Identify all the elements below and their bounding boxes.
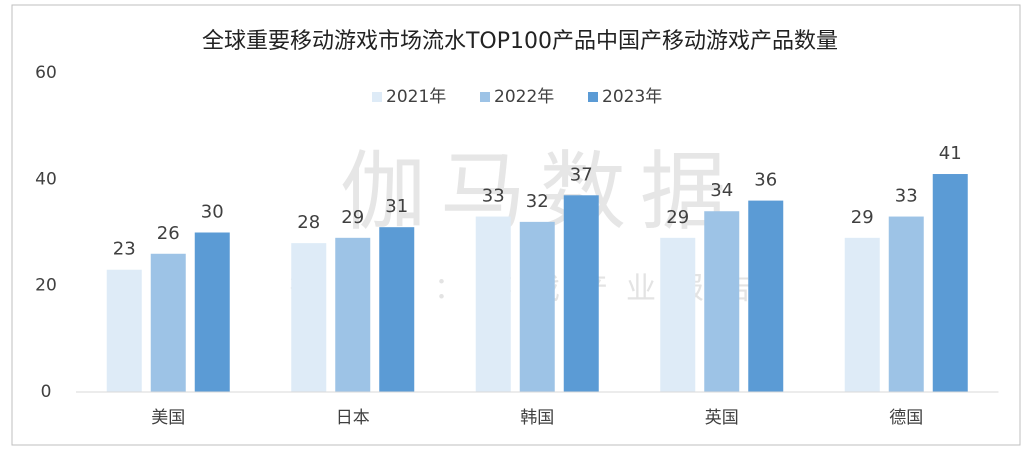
bar bbox=[291, 243, 327, 392]
chart-title: 全球重要移动游戏市场流水TOP100产品中国产移动游戏产品数量 bbox=[202, 29, 838, 54]
legend-label: 2021年 bbox=[386, 87, 446, 107]
x-tick-label: 韩国 bbox=[520, 408, 554, 428]
value-label: 34 bbox=[710, 180, 733, 201]
bar bbox=[704, 211, 740, 392]
y-tick-label: 0 bbox=[41, 382, 52, 402]
legend: 2021年 2022年 2023年 bbox=[372, 87, 662, 107]
value-label: 30 bbox=[201, 202, 224, 223]
x-tick-label: 美国 bbox=[151, 408, 185, 428]
value-label: 41 bbox=[939, 143, 962, 164]
value-label: 37 bbox=[570, 164, 593, 185]
x-tick-label: 德国 bbox=[889, 408, 923, 428]
bar bbox=[335, 237, 371, 392]
legend-swatch bbox=[372, 92, 382, 102]
value-label: 32 bbox=[526, 191, 549, 212]
bar bbox=[475, 216, 511, 392]
bar bbox=[748, 200, 784, 392]
x-tick-label: 英国 bbox=[705, 408, 739, 428]
value-label: 33 bbox=[895, 186, 918, 207]
value-label: 29 bbox=[851, 207, 874, 228]
value-label: 31 bbox=[385, 196, 408, 217]
legend-swatch bbox=[480, 92, 490, 102]
value-label: 29 bbox=[666, 207, 689, 228]
bar bbox=[844, 237, 880, 392]
bar bbox=[932, 174, 968, 392]
legend-label: 2023年 bbox=[602, 87, 662, 107]
value-label: 29 bbox=[341, 207, 364, 228]
legend-label: 2022年 bbox=[494, 87, 554, 107]
bar bbox=[519, 221, 555, 392]
value-label: 23 bbox=[113, 239, 136, 260]
bar bbox=[106, 269, 142, 392]
value-label: 36 bbox=[754, 170, 777, 191]
bar bbox=[150, 253, 186, 392]
bar bbox=[194, 232, 230, 392]
y-tick-label: 20 bbox=[35, 276, 57, 296]
legend-swatch bbox=[588, 92, 598, 102]
value-label: 28 bbox=[297, 212, 320, 233]
bar bbox=[660, 237, 696, 392]
value-label: 26 bbox=[157, 223, 180, 244]
bar bbox=[888, 216, 924, 392]
y-tick-label: 60 bbox=[35, 63, 57, 83]
value-label: 33 bbox=[482, 186, 505, 207]
x-tick-label: 日本 bbox=[336, 408, 370, 428]
bar bbox=[563, 195, 599, 392]
y-tick-label: 40 bbox=[35, 169, 57, 189]
bar bbox=[379, 227, 415, 392]
